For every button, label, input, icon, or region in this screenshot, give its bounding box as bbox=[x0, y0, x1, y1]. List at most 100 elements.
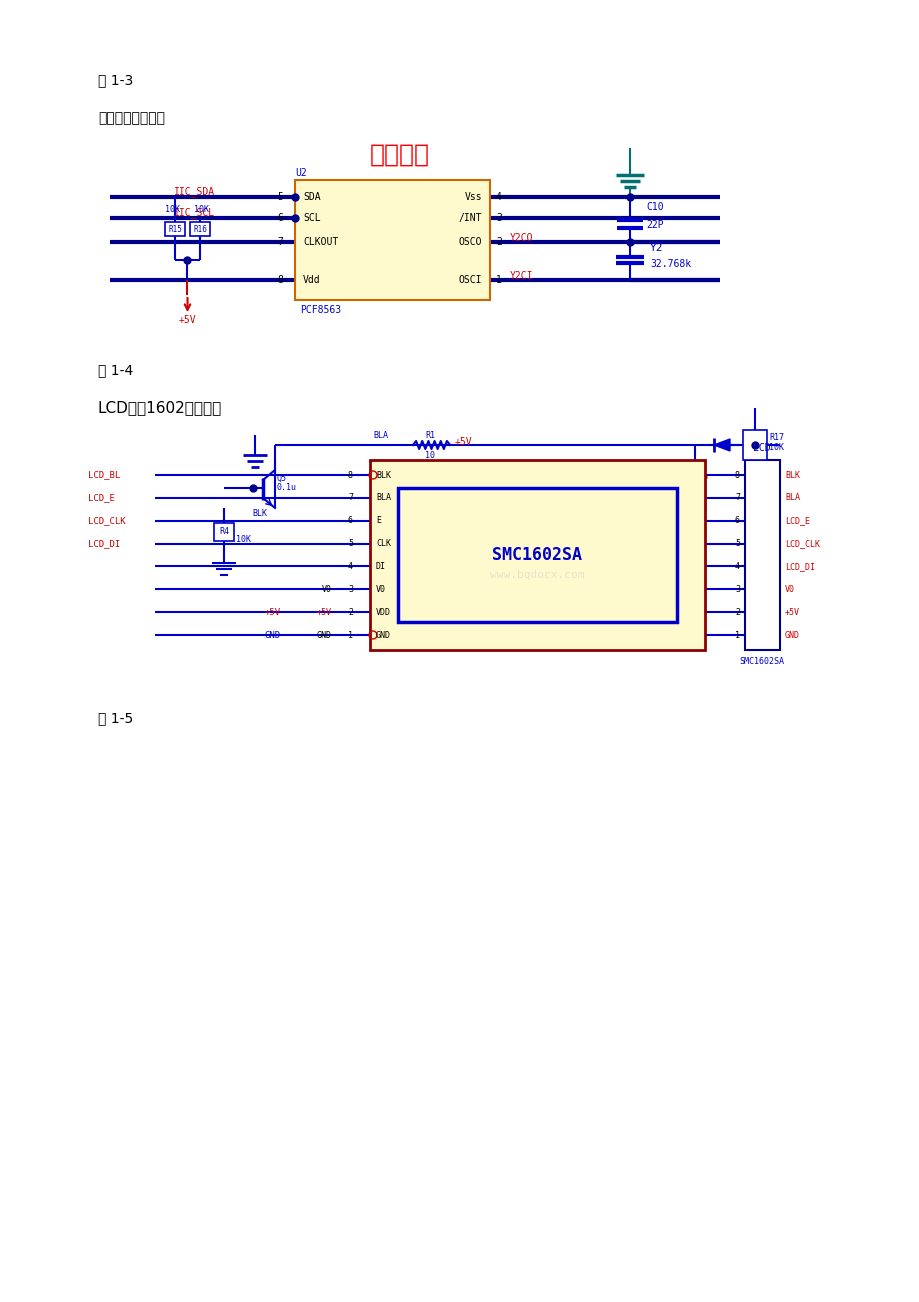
Text: Q5: Q5 bbox=[277, 474, 287, 483]
Text: LCD_DI: LCD_DI bbox=[88, 539, 120, 548]
Text: BLK: BLK bbox=[784, 470, 800, 479]
Text: 6: 6 bbox=[347, 516, 353, 525]
Text: LCD串口1602液晶电路: LCD串口1602液晶电路 bbox=[98, 401, 222, 415]
Text: 图 1-3: 图 1-3 bbox=[98, 73, 133, 87]
Bar bbox=[398, 488, 676, 622]
Text: www.bqdocx.com: www.bqdocx.com bbox=[490, 570, 584, 579]
Text: 1: 1 bbox=[495, 275, 502, 285]
Text: CLKOUT: CLKOUT bbox=[302, 237, 338, 247]
Text: 4: 4 bbox=[347, 562, 353, 572]
Bar bbox=[744, 460, 779, 650]
Text: 2: 2 bbox=[347, 608, 353, 617]
Text: +5V: +5V bbox=[265, 608, 281, 617]
Text: LCD_E: LCD_E bbox=[88, 493, 115, 503]
Text: V0: V0 bbox=[322, 585, 332, 594]
Text: SCL: SCL bbox=[302, 214, 321, 223]
Text: Vdd: Vdd bbox=[302, 275, 321, 285]
Text: SMC1602SA: SMC1602SA bbox=[492, 546, 582, 564]
Text: V0: V0 bbox=[376, 585, 386, 594]
Text: R4: R4 bbox=[219, 527, 229, 536]
Bar bbox=[743, 430, 766, 460]
Text: +5V: +5V bbox=[178, 315, 196, 326]
Text: R16: R16 bbox=[193, 224, 207, 233]
Text: LCD_DI: LCD_DI bbox=[784, 562, 814, 572]
Text: Y2CO: Y2CO bbox=[509, 233, 533, 243]
Text: GND: GND bbox=[376, 630, 391, 639]
Text: 图 1-5: 图 1-5 bbox=[98, 711, 133, 725]
Text: E: E bbox=[376, 516, 380, 525]
Text: 10: 10 bbox=[425, 450, 435, 460]
Text: 5: 5 bbox=[347, 539, 353, 548]
Text: R17: R17 bbox=[768, 434, 783, 443]
Bar bbox=[190, 223, 210, 236]
Bar bbox=[295, 180, 490, 299]
Text: BLA: BLA bbox=[784, 493, 800, 503]
Text: R15: R15 bbox=[168, 224, 182, 233]
Text: CLK: CLK bbox=[376, 539, 391, 548]
Text: BLK: BLK bbox=[376, 470, 391, 479]
Text: +5V: +5V bbox=[455, 437, 472, 447]
Text: 7: 7 bbox=[347, 493, 353, 503]
Text: IIC_SDA: IIC_SDA bbox=[174, 186, 215, 198]
Text: 1: 1 bbox=[734, 630, 739, 639]
Text: BLK: BLK bbox=[252, 509, 267, 517]
Text: 7: 7 bbox=[734, 493, 739, 503]
Text: GND: GND bbox=[784, 630, 800, 639]
Text: 0.1u: 0.1u bbox=[277, 483, 297, 491]
Text: C10: C10 bbox=[645, 202, 663, 212]
Text: 10K: 10K bbox=[236, 535, 251, 544]
Text: 3: 3 bbox=[347, 585, 353, 594]
Text: DI: DI bbox=[376, 562, 386, 572]
Bar bbox=[369, 460, 704, 650]
Text: GND: GND bbox=[317, 630, 332, 639]
Text: +5V: +5V bbox=[784, 608, 800, 617]
Text: 3: 3 bbox=[495, 214, 502, 223]
Text: /INT: /INT bbox=[458, 214, 482, 223]
Text: 7: 7 bbox=[277, 237, 282, 247]
Text: LCD: LCD bbox=[753, 443, 770, 453]
Text: 2: 2 bbox=[734, 608, 739, 617]
Text: 8: 8 bbox=[734, 470, 739, 479]
Text: 1: 1 bbox=[347, 630, 353, 639]
Text: Y2: Y2 bbox=[650, 243, 663, 253]
Text: VDD: VDD bbox=[376, 608, 391, 617]
Bar bbox=[165, 223, 185, 236]
Text: 实验资源部分电路: 实验资源部分电路 bbox=[98, 111, 165, 125]
Text: Y2CI: Y2CI bbox=[509, 271, 533, 281]
Text: 8: 8 bbox=[277, 275, 282, 285]
Text: 32.768k: 32.768k bbox=[650, 259, 690, 270]
Text: 10K: 10K bbox=[768, 444, 783, 453]
Text: LCD_CLK: LCD_CLK bbox=[784, 539, 819, 548]
Text: GND: GND bbox=[265, 630, 281, 639]
Text: SDA: SDA bbox=[302, 191, 321, 202]
Text: 10K: 10K bbox=[165, 206, 180, 215]
Text: 4: 4 bbox=[495, 191, 502, 202]
Text: 4: 4 bbox=[734, 562, 739, 572]
Text: BLA: BLA bbox=[376, 493, 391, 503]
Text: 6: 6 bbox=[734, 516, 739, 525]
Text: LCD_BL: LCD_BL bbox=[88, 470, 120, 479]
Bar bbox=[214, 523, 233, 542]
Text: V0: V0 bbox=[784, 585, 794, 594]
Text: 图 1-4: 图 1-4 bbox=[98, 363, 133, 378]
Text: 10K: 10K bbox=[194, 206, 210, 215]
Text: PCF8563: PCF8563 bbox=[300, 305, 341, 315]
Text: U2: U2 bbox=[295, 168, 306, 178]
Text: LCD_E: LCD_E bbox=[784, 516, 809, 525]
Text: Vss: Vss bbox=[464, 191, 482, 202]
Text: BLA: BLA bbox=[372, 431, 388, 440]
Text: LCD_CLK: LCD_CLK bbox=[88, 516, 126, 525]
Text: 5: 5 bbox=[277, 191, 282, 202]
Text: OSCO: OSCO bbox=[458, 237, 482, 247]
Text: R1: R1 bbox=[425, 431, 435, 440]
Text: +5V: +5V bbox=[317, 608, 332, 617]
Text: 8: 8 bbox=[347, 470, 353, 479]
Text: 22P: 22P bbox=[645, 220, 663, 230]
Text: OSCI: OSCI bbox=[458, 275, 482, 285]
Text: 5: 5 bbox=[734, 539, 739, 548]
Text: 时钟电路: 时钟电路 bbox=[369, 143, 429, 167]
Text: IIC_SCL: IIC_SCL bbox=[174, 207, 215, 219]
Text: 3: 3 bbox=[734, 585, 739, 594]
Text: 6: 6 bbox=[277, 214, 282, 223]
Text: 2: 2 bbox=[495, 237, 502, 247]
